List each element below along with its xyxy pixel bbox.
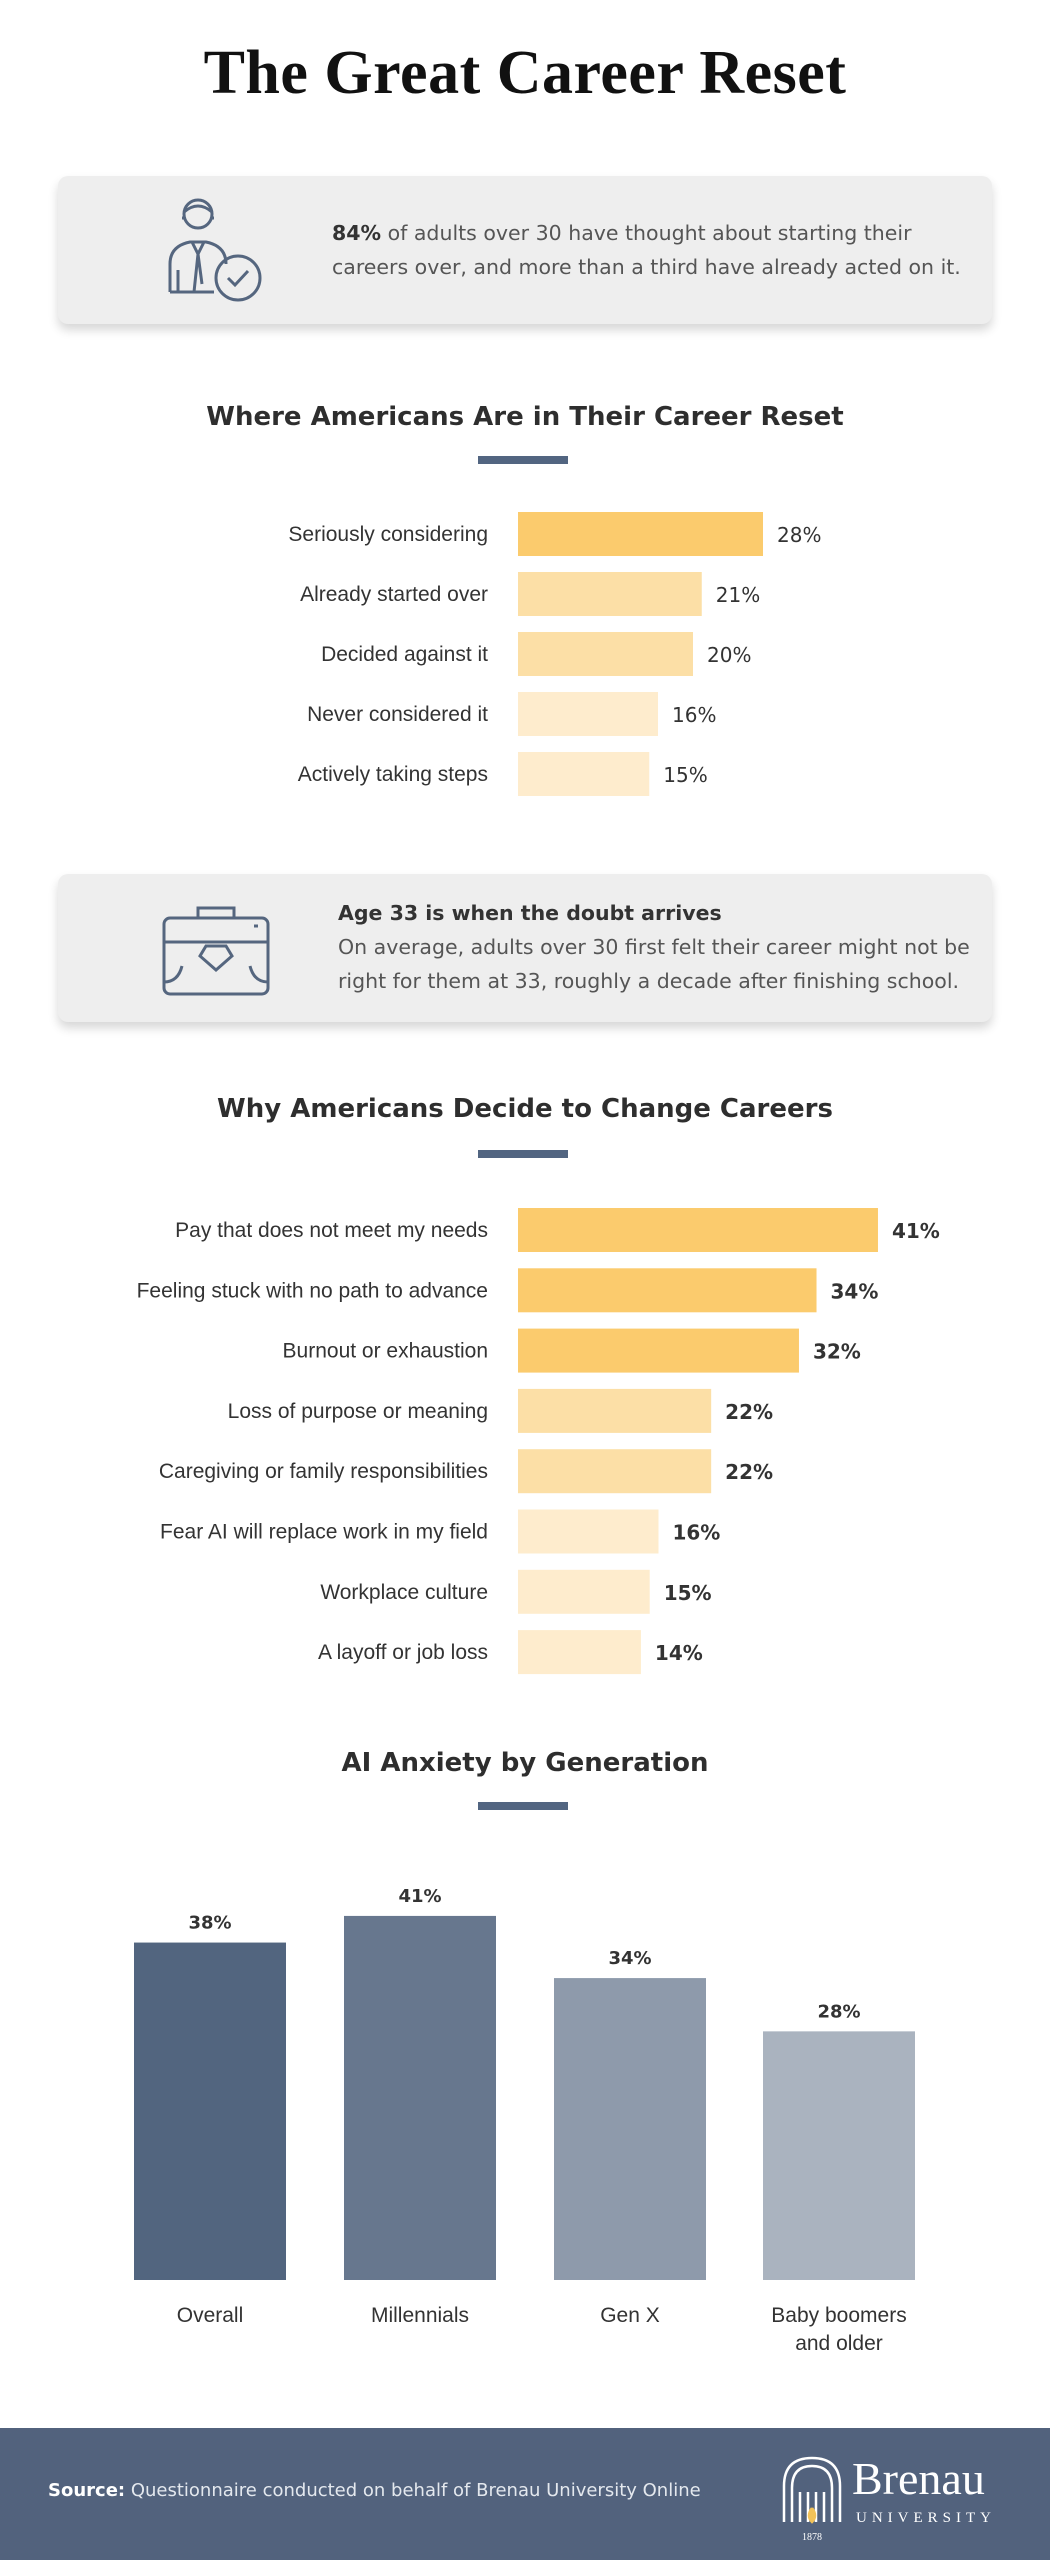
reasons-chart: Pay that does not meet my needs 41% Feelin… xyxy=(0,1194,1050,1684)
bar-category-label: Caregiving or family responsibilities xyxy=(159,1460,488,1483)
column xyxy=(763,2031,915,2280)
logo-subtitle: UNIVERSITY xyxy=(856,2510,996,2526)
section-title-reset: Where Americans Are in Their Career Rese… xyxy=(206,402,844,432)
age-card-description: On average, adults over 30 first felt th… xyxy=(338,935,970,993)
bar-value-label: 28% xyxy=(777,523,821,547)
column xyxy=(344,1915,496,2280)
person-check-icon xyxy=(168,198,262,302)
bar-value-label: 21% xyxy=(716,583,760,607)
bar-category-label: Feeling stuck with no path to advance xyxy=(137,1279,488,1302)
bar-category-label: Seriously considering xyxy=(288,523,488,546)
briefcase-icon xyxy=(162,906,270,996)
section-divider xyxy=(478,1150,568,1158)
page-title: The Great Career Reset xyxy=(203,39,847,107)
column-value-label: 38% xyxy=(188,1913,231,1934)
section-divider xyxy=(478,456,568,464)
bar xyxy=(518,752,650,796)
column-category-line: and older xyxy=(795,2332,883,2355)
chart-svg: 38% Overall 41% Millennials 34% Gen X 28% Baby … xyxy=(134,1886,915,2355)
bar-value-label: 14% xyxy=(655,1641,703,1665)
logo-wordmark: Brenau xyxy=(852,2453,985,2504)
column-category-label: Millennials xyxy=(371,2304,469,2327)
section-divider xyxy=(478,1802,568,1810)
bar-category-label: Loss of purpose or meaning xyxy=(228,1400,488,1423)
column xyxy=(134,1942,286,2280)
bar-category-label: Workplace culture xyxy=(320,1581,488,1604)
chart-svg: Seriously considering 28% Already started … xyxy=(288,512,821,796)
bar xyxy=(518,632,693,676)
stat-card-age: Age 33 is when the doubt arrives On aver… xyxy=(58,874,992,1022)
bar xyxy=(518,1328,799,1373)
bar xyxy=(518,1630,641,1675)
bar-value-label: 16% xyxy=(672,703,716,727)
column-category-line: Baby boomers xyxy=(771,2304,906,2327)
column-category-line: Gen X xyxy=(600,2304,660,2327)
bar-value-label: 20% xyxy=(707,643,751,667)
ai-anxiety-chart: 38% Overall 41% Millennials 34% Gen X 28% Baby … xyxy=(0,1852,1050,2372)
footer: Source: Questionnaire conducted on behal… xyxy=(0,2428,1050,2560)
source-label: Source: xyxy=(48,2480,126,2501)
bar xyxy=(518,692,658,736)
bar xyxy=(518,572,702,616)
bar xyxy=(518,1208,878,1252)
column-value-label: 41% xyxy=(398,1886,441,1907)
bar xyxy=(518,1388,712,1433)
bar-category-label: Never considered it xyxy=(307,703,488,726)
stat-card-text: 84% of adults over 30 have thought about… xyxy=(332,216,972,284)
chart-svg: Pay that does not meet my needs 41% Feelin… xyxy=(137,1208,940,1675)
bar-value-label: 16% xyxy=(672,1521,720,1545)
bar-value-label: 34% xyxy=(831,1279,879,1303)
bar-category-label: Actively taking steps xyxy=(298,763,488,786)
arch-flame-icon xyxy=(782,2456,842,2524)
column-category-line: Millennials xyxy=(371,2304,469,2327)
age-card-text: Age 33 is when the doubt arrives On aver… xyxy=(338,896,978,998)
bar-category-label: Decided against it xyxy=(321,643,488,666)
bar-value-label: 15% xyxy=(663,763,707,787)
stat-highlight: 84% xyxy=(332,221,382,245)
column-value-label: 28% xyxy=(817,2001,860,2022)
column-category-label: Gen X xyxy=(600,2304,660,2327)
stat-card-reset: 84% of adults over 30 have thought about… xyxy=(58,176,992,324)
column-category-line: Overall xyxy=(177,2304,244,2327)
column xyxy=(554,1978,706,2280)
brenau-logo: 1878 Brenau UNIVERSITY xyxy=(780,2452,1010,2544)
reset-stage-chart: Seriously considering 28% Already started … xyxy=(0,500,1050,810)
bar-value-label: 41% xyxy=(892,1219,940,1243)
bar-value-label: 22% xyxy=(725,1400,773,1424)
bar-value-label: 32% xyxy=(813,1340,861,1364)
column-category-label: Overall xyxy=(177,2304,244,2327)
section-title-reasons: Why Americans Decide to Change Careers xyxy=(217,1094,833,1124)
logo-year-wrap: 1878 xyxy=(802,2532,822,2543)
section-title-ai: AI Anxiety by Generation xyxy=(341,1748,709,1778)
source-note: Source: Questionnaire conducted on behal… xyxy=(48,2480,701,2501)
bar xyxy=(518,1268,817,1313)
bar-value-label: 22% xyxy=(725,1460,773,1484)
bar-category-label: Pay that does not meet my needs xyxy=(175,1219,488,1242)
source-text: Questionnaire conducted on behalf of Bre… xyxy=(125,2480,701,2501)
bar xyxy=(518,1449,712,1494)
bar-category-label: A layoff or job loss xyxy=(318,1641,488,1664)
bar xyxy=(518,1509,659,1554)
bar-category-label: Fear AI will replace work in my field xyxy=(160,1521,488,1544)
column-category-label: Baby boomers and older xyxy=(771,2304,906,2355)
bar xyxy=(518,1569,650,1614)
column-value-label: 34% xyxy=(608,1948,651,1969)
bar xyxy=(518,512,763,556)
bar-value-label: 15% xyxy=(664,1581,712,1605)
age-card-heading: Age 33 is when the doubt arrives xyxy=(338,901,722,925)
bar-category-label: Burnout or exhaustion xyxy=(283,1340,488,1363)
stat-description: of adults over 30 have thought about sta… xyxy=(332,221,961,279)
bar-category-label: Already started over xyxy=(300,583,488,606)
logo-year: 1878 xyxy=(802,2532,822,2543)
